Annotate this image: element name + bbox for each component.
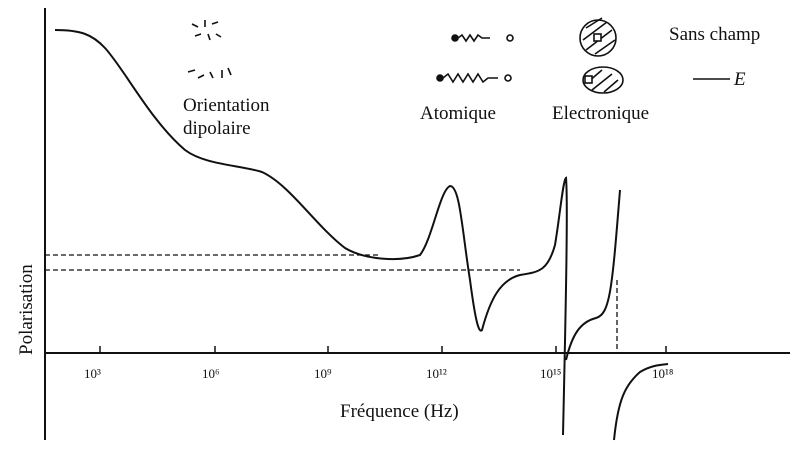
label-no-field: Sans champ <box>669 24 760 45</box>
electronic-icons <box>579 17 624 94</box>
x-tick-label: 10⁹ <box>314 366 332 381</box>
x-axis-label: Fréquence (Hz) <box>340 401 459 422</box>
y-axis-label: Polarisation <box>16 264 37 355</box>
x-tick-label: 10¹⁵ <box>540 366 561 381</box>
label-dipolar: dipolaire <box>183 118 251 139</box>
x-tick-label: 10³ <box>84 366 101 381</box>
polarisation-curve <box>54 29 669 441</box>
tick-marks <box>99 346 667 353</box>
x-tick-label: 10¹⁸ <box>652 366 674 381</box>
atomic-icons <box>436 33 514 84</box>
guide-lines <box>45 254 618 353</box>
label-atomic: Atomique <box>420 103 496 124</box>
label-field: E <box>733 69 746 90</box>
label-electronic: Electronique <box>552 103 649 124</box>
label-dipolar: Orientation <box>183 95 270 116</box>
x-tick-labels: 10³ 10⁶ 10⁹ 10¹² 10¹⁵ 10¹⁸ <box>84 366 674 381</box>
x-tick-label: 10¹² <box>426 366 447 381</box>
dipole-icons <box>187 20 232 79</box>
x-tick-label: 10⁶ <box>202 366 220 381</box>
